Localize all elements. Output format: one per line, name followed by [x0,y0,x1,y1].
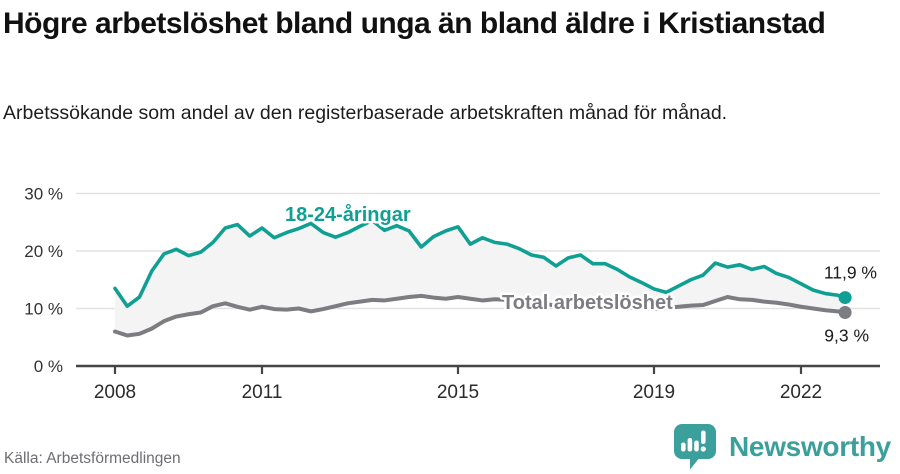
series-end-dot-young [838,291,852,305]
newsworthy-wordmark: Newsworthy [729,430,891,462]
series-label-total: Total arbetslöshet [502,292,673,314]
source-note: Källa: Arbetsförmedlingen [4,450,181,467]
page-title: Högre arbetslöshet bland unga än bland ä… [3,7,826,40]
exclamation-dot [700,446,706,452]
chart-subtitle: Arbetssökande som andel av den registerb… [3,102,728,124]
series-end-dot-total [838,306,852,320]
newsworthy-logo-icon [674,424,716,470]
series-line-young [113,218,847,308]
end-value-label-young: 11,9 % [824,263,877,283]
series-label-young: 18-24-åringar [285,203,411,226]
x-axis-label: 2022 [780,382,822,403]
x-axis-label: 2015 [437,382,479,403]
y-axis-label: 10 % [24,300,63,319]
bar-2 [687,438,693,452]
y-axis-label: 30 % [24,185,63,204]
y-axis-label: 0 % [34,357,63,376]
unemployment-line-chart: 0 % 10 % 20 % 30 % 2008 2011 2015 2019 2022 18-24… [24,185,880,403]
bar-1 [681,442,686,452]
x-axis-label: 2008 [94,382,136,403]
series-line-total [113,293,848,338]
bar-3 [694,440,699,452]
y-axis-label: 20 % [24,242,63,261]
x-axis-label: 2011 [242,382,283,403]
chart-area: 0 % 10 % 20 % 30 % 2008 2011 2015 2019 2022 18-24… [0,170,900,415]
x-axis-label: 2019 [633,382,675,403]
exclamation-bar [701,430,706,444]
newsworthy-logo: Newsworthy [672,423,891,470]
end-value-label-total: 9,3 % [824,326,869,346]
